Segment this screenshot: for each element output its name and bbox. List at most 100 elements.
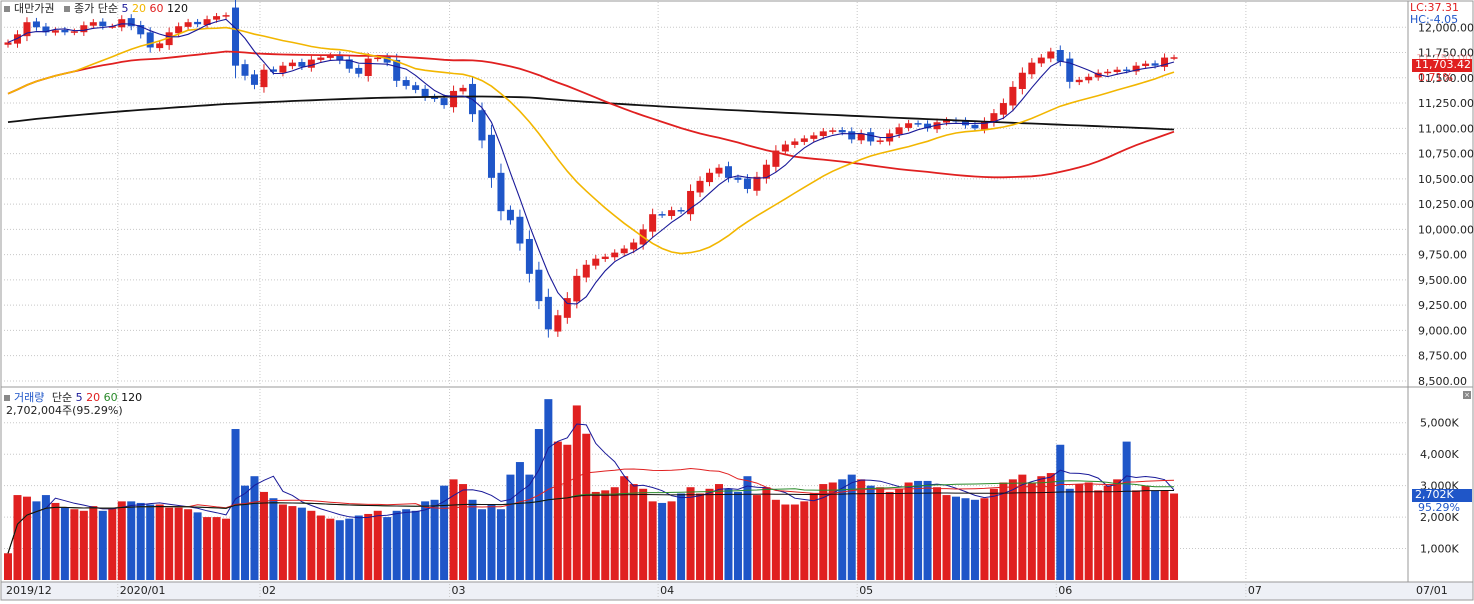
candle-body (42, 26, 50, 33)
candle-body (137, 25, 145, 35)
price-tick-label: 11,500.00 (1418, 72, 1474, 85)
price-ma-period-120: 120 (166, 2, 188, 15)
volume-bar (32, 501, 41, 580)
candle-body (156, 43, 164, 49)
candle-body (1066, 58, 1074, 82)
candle-body (1104, 71, 1112, 74)
volume-bar (259, 491, 268, 580)
candle-body (838, 130, 846, 133)
candle-body (51, 30, 59, 33)
volume-bar (876, 487, 885, 580)
volume-bar (847, 474, 856, 580)
candle-body (336, 54, 344, 61)
volume-bar (402, 509, 411, 580)
x-tick-label: 05 (859, 584, 873, 597)
close-icon[interactable]: × (1463, 391, 1471, 399)
candle-body (696, 180, 704, 193)
candle-body (943, 120, 951, 123)
candle-body (772, 150, 780, 167)
volume-tick-label: 2,000K (1420, 511, 1459, 524)
volume-bar (771, 499, 780, 580)
volume-pane-menu-icon[interactable] (4, 395, 10, 401)
candle-body (734, 177, 742, 180)
candle-body (450, 90, 458, 108)
candle-body (1142, 63, 1150, 66)
volume-bar (715, 484, 723, 580)
last-volume-badge: 2,702K (1412, 489, 1472, 502)
price-ma5-line (7, 18, 1175, 305)
volume-bar (136, 502, 145, 580)
volume-bar (411, 510, 420, 580)
volume-bar (459, 484, 468, 580)
ma-menu-icon[interactable] (63, 6, 70, 12)
candle-body (611, 252, 619, 258)
change-percent-label: 0.71% (1418, 71, 1453, 84)
candle-body (70, 31, 78, 33)
volume-bar (288, 506, 297, 580)
price-ma-period-60: 60 (149, 2, 164, 15)
volume-ma-label: 단순 (51, 391, 73, 404)
volume-bar (117, 501, 126, 580)
candle-body (516, 216, 524, 244)
candle-body (1009, 86, 1017, 106)
volume-tick-label: 4,000K (1420, 448, 1459, 461)
volume-bar (1065, 488, 1074, 580)
candle-body (459, 87, 467, 92)
candle-body (61, 29, 69, 33)
candle-body (924, 123, 932, 129)
volume-bar (222, 518, 231, 580)
volume-bar (364, 513, 373, 580)
x-tick-label: 03 (452, 584, 466, 597)
candle-body (1123, 69, 1131, 72)
x-axis-right-label: 07/01 (1416, 584, 1448, 597)
volume-bar (1122, 441, 1131, 580)
volume-bar (98, 510, 107, 580)
volume-bar (155, 504, 164, 580)
volume-bar (1103, 485, 1112, 580)
volume-tick-label: 5,000K (1420, 417, 1459, 430)
candle-body (781, 144, 789, 152)
price-tick-label: 10,000.00 (1418, 223, 1474, 236)
candle-body (4, 42, 12, 45)
candle-body (715, 167, 723, 174)
price-tick-label: 12,000.00 (1418, 21, 1474, 34)
candle-body (649, 214, 657, 232)
lc-label: LC:37.31 (1410, 1, 1460, 14)
candle-body (497, 172, 505, 212)
price-tick-label: 10,750.00 (1418, 148, 1474, 161)
candle-body (563, 298, 571, 318)
volume-bar (449, 479, 458, 580)
candle-body (412, 85, 420, 90)
volume-bar (241, 485, 249, 580)
candle-body (80, 25, 88, 33)
candle-body (762, 164, 770, 179)
volume-bar (392, 510, 401, 580)
candle-body (165, 32, 173, 46)
volume-bar (733, 491, 742, 580)
candle-body (23, 22, 31, 37)
volume-tick-label: 1,000K (1420, 543, 1459, 556)
volume-bar (421, 501, 430, 580)
volume-bar (648, 501, 657, 580)
volume-ma20-line (7, 467, 1175, 554)
price-pane-title: 대만가권 (14, 2, 55, 15)
candle-body (421, 88, 429, 97)
volume-bar (838, 479, 847, 580)
volume-bar (534, 429, 543, 580)
volume-bar (809, 493, 818, 580)
volume-bar (203, 517, 212, 580)
price-tick-label: 9,250.00 (1418, 299, 1467, 312)
candle-body (1151, 63, 1159, 66)
volume-readout: 2,702,004주(95.29%) (6, 404, 123, 417)
price-tick-label: 9,000.00 (1418, 324, 1467, 337)
volume-ma120-line (7, 490, 1174, 554)
candle-body (535, 269, 543, 302)
candle-body (658, 214, 666, 216)
volume-bar (496, 509, 505, 580)
candle-body (1018, 72, 1026, 90)
price-ma-label: 종가 단순 (73, 2, 118, 15)
volume-bar (553, 441, 562, 580)
pane-menu-icon[interactable] (4, 6, 10, 12)
volume-bar (440, 485, 449, 580)
